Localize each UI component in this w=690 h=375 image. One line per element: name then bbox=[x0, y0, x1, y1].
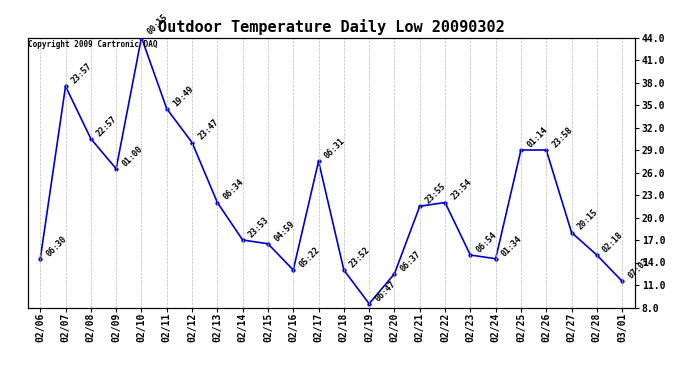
Text: 23:54: 23:54 bbox=[449, 178, 473, 202]
Text: 23:58: 23:58 bbox=[551, 125, 575, 149]
Text: Copyright 2009 Cartronic DAQ: Copyright 2009 Cartronic DAQ bbox=[28, 40, 158, 49]
Text: 23:55: 23:55 bbox=[424, 182, 448, 206]
Text: 01:14: 01:14 bbox=[525, 125, 549, 149]
Text: 04:59: 04:59 bbox=[272, 219, 296, 243]
Text: 23:52: 23:52 bbox=[348, 245, 372, 269]
Text: 23:47: 23:47 bbox=[196, 118, 220, 142]
Text: 01:34: 01:34 bbox=[500, 234, 524, 258]
Text: 06:47: 06:47 bbox=[373, 279, 397, 303]
Text: 01:00: 01:00 bbox=[120, 144, 144, 168]
Text: 07:03: 07:03 bbox=[627, 256, 651, 280]
Text: 22:57: 22:57 bbox=[95, 114, 119, 138]
Title: Outdoor Temperature Daily Low 20090302: Outdoor Temperature Daily Low 20090302 bbox=[158, 19, 504, 35]
Text: 20:15: 20:15 bbox=[575, 208, 600, 232]
Text: 23:53: 23:53 bbox=[247, 215, 271, 239]
Text: 19:49: 19:49 bbox=[171, 84, 195, 108]
Text: 06:37: 06:37 bbox=[399, 249, 423, 273]
Text: 05:22: 05:22 bbox=[297, 245, 322, 269]
Text: 06:30: 06:30 bbox=[44, 234, 68, 258]
Text: 06:54: 06:54 bbox=[475, 230, 499, 254]
Text: 23:57: 23:57 bbox=[70, 62, 94, 86]
Text: 02:18: 02:18 bbox=[601, 230, 625, 254]
Text: 06:31: 06:31 bbox=[323, 136, 347, 160]
Text: 06:34: 06:34 bbox=[221, 178, 246, 202]
Text: 00:15: 00:15 bbox=[146, 13, 170, 37]
